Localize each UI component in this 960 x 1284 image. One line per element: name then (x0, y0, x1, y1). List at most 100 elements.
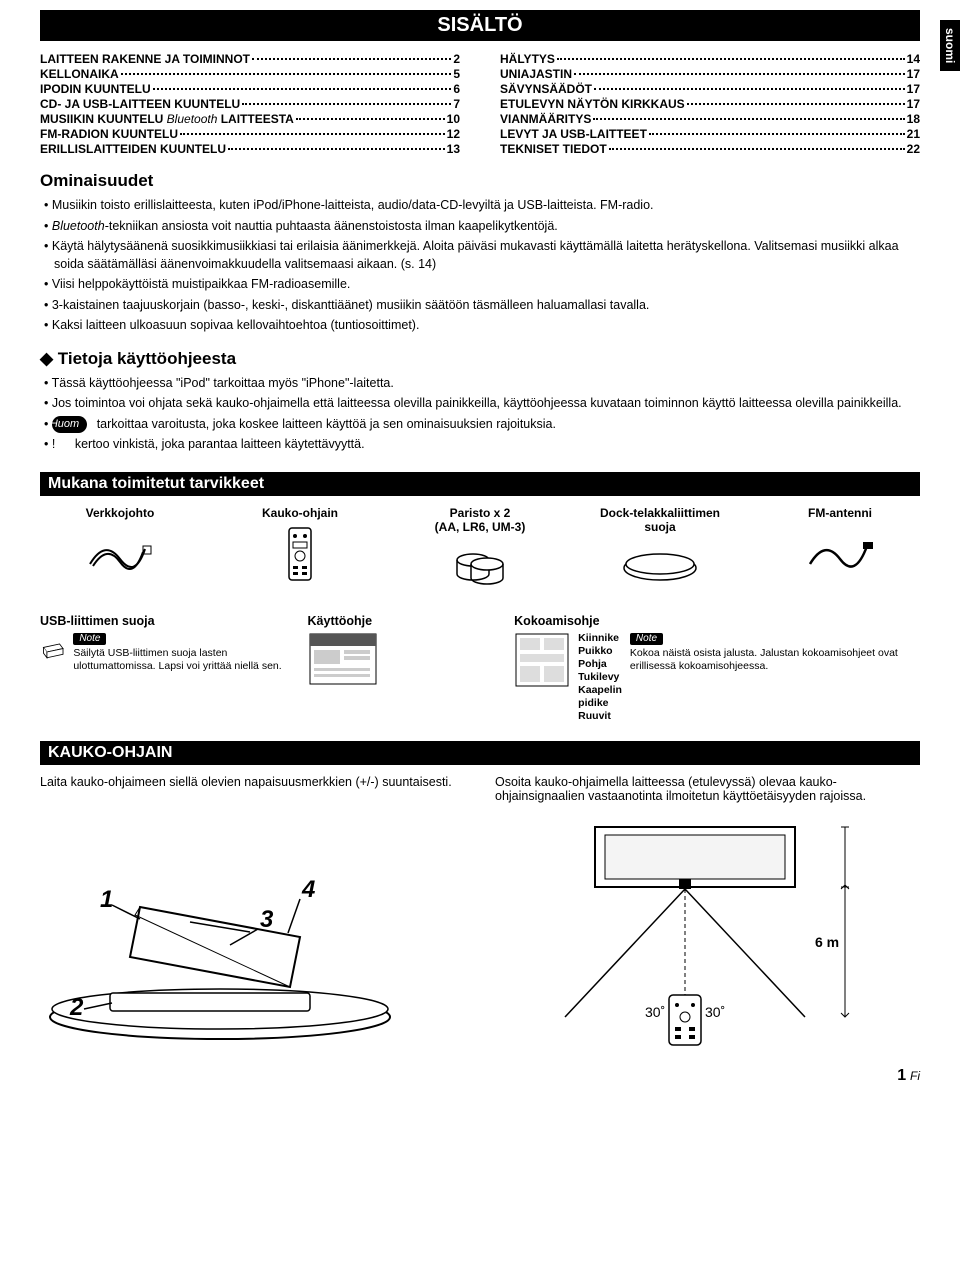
toc-page: 6 (453, 82, 460, 96)
toc-page: 17 (907, 97, 920, 111)
callout-3: 3 (260, 906, 274, 933)
toc-label: MUSIIKIN KUUNTELU Bluetooth LAITTEESTA (40, 112, 294, 126)
acc-dock-cover: Dock-telakkaliittimen suoja (580, 506, 740, 596)
toc-dots (153, 88, 452, 90)
toc-label: IPODIN KUUNTELU (40, 82, 151, 96)
toc-page: 17 (907, 67, 920, 81)
features-heading: Ominaisuudet (40, 171, 920, 191)
huom-text: tarkoittaa varoitusta, joka koskee laitt… (97, 417, 556, 431)
acc-label: USB-liittimen suoja (40, 614, 284, 628)
acc-label: Verkkojohto (40, 506, 200, 520)
huom-badge: Huom (52, 416, 87, 433)
assembly-parts-list: Kiinnike Puikko Pohja Tukilevy Kaapelin … (578, 632, 622, 724)
toc-label: FM-RADION KUUNTELU (40, 127, 178, 141)
angle-left-label: 30˚ (645, 1004, 665, 1020)
remote-icon (220, 526, 380, 582)
toc-label: TEKNISET TIEDOT (500, 142, 607, 156)
toc-entry: MUSIIKIN KUUNTELU Bluetooth LAITTEESTA 10 (40, 112, 460, 126)
feature-item: Kaksi laitteen ulkoasuun sopivaa kellova… (54, 317, 920, 335)
toc-dots (180, 133, 445, 135)
toc-entry: SÄVYNSÄÄDÖT 17 (500, 82, 920, 96)
toc-dots (594, 88, 905, 90)
power-cord-icon (40, 526, 200, 582)
toc-dots (228, 148, 445, 150)
about-item: Jos toimintoa voi ohjata sekä kauko-ohja… (54, 395, 920, 413)
toc-dots (121, 73, 452, 75)
toc-entry: LEVYT JA USB-LAITTEET 21 (500, 127, 920, 141)
distance-label: 6 m (815, 934, 839, 950)
toc-label: SÄVYNSÄÄDÖT (500, 82, 592, 96)
about-item-huom: Huom tarkoittaa varoitusta, joka koskee … (54, 416, 920, 434)
toc-dots (252, 58, 451, 60)
page-title-bar: SISÄLTÖ (40, 10, 920, 41)
acc-battery: Paristo x 2 (AA, LR6, UM-3) (400, 506, 560, 596)
toc-dots (557, 58, 905, 60)
toc-label: KELLONAIKA (40, 67, 119, 81)
manual-icon (308, 632, 378, 686)
tip-prefix: ! (52, 437, 55, 451)
acc-label: Käyttöohje (308, 614, 491, 628)
toc-page: 21 (907, 127, 920, 141)
toc-entry: CD- JA USB-LAITTEEN KUUNTELU 7 (40, 97, 460, 111)
acc-label: FM-antenni (760, 506, 920, 520)
toc-label: CD- JA USB-LAITTEEN KUUNTELU (40, 97, 240, 111)
toc-entry: FM-RADION KUUNTELU 12 (40, 127, 460, 141)
toc-page: 18 (907, 112, 920, 126)
toc-dots (687, 103, 905, 105)
acc-remote: Kauko-ohjain (220, 506, 380, 596)
toc-page: 17 (907, 82, 920, 96)
acc-label: Kokoamisohje (514, 614, 920, 628)
feature-item: Käytä hälytysäänenä suosikkimusiikkiasi … (54, 238, 920, 273)
feature-item: Musiikin toisto erillislaitteesta, kuten… (54, 197, 920, 215)
toc-page: 22 (907, 142, 920, 156)
toc-page: 2 (453, 52, 460, 66)
remote-instructions: Laita kauko-ohjaimeen siellä olevien nap… (40, 775, 920, 803)
toc-label: ETULEVYN NÄYTÖN KIRKKAUS (500, 97, 685, 111)
acc-manual: Käyttöohje (308, 614, 491, 686)
tip-text: kertoo vinkistä, joka parantaa laitteen … (75, 437, 365, 451)
about-list: Tässä käyttöohjeessa "iPod" tarkoittaa m… (40, 375, 920, 454)
page-footer: 1 Fi (40, 1067, 920, 1085)
page-lang: Fi (910, 1069, 920, 1083)
remote-diagrams: 1 2 3 4 (40, 817, 920, 1047)
remote-battery-text: Laita kauko-ohjaimeen siellä olevien nap… (40, 775, 465, 803)
accessories-row: Verkkojohto Kauko-ohjain Paristo x 2 (AA… (40, 506, 920, 596)
toc-label: ERILLISLAITTEIDEN KUUNTELU (40, 142, 226, 156)
toc-entry: KELLONAIKA 5 (40, 67, 460, 81)
acc-label: Kauko-ohjain (220, 506, 380, 520)
table-of-contents: LAITTEEN RAKENNE JA TOIMINNOT2KELLONAIKA… (40, 51, 920, 157)
toc-page: 5 (453, 67, 460, 81)
note-badge: Note (73, 633, 106, 646)
angle-right-label: 30˚ (705, 1004, 725, 1020)
toc-label: LEVYT JA USB-LAITTEET (500, 127, 647, 141)
acc-power-cord: Verkkojohto (40, 506, 200, 596)
acc-fm-antenna: FM-antenni (760, 506, 920, 596)
remote-aim-text: Osoita kauko-ohjaimella laitteessa (etul… (495, 775, 920, 803)
usb-note-text: Säilytä USB-liittimen suoja lasten ulott… (73, 647, 283, 673)
acc-assembly: Kokoamisohje Kiinnike Puikko Pohja Tukil… (514, 614, 920, 724)
toc-label: VIANMÄÄRITYS (500, 112, 591, 126)
assembly-note-text: Kokoa näistä osista jalusta. Jalustan ko… (630, 647, 920, 673)
dock-cover-icon (580, 540, 740, 596)
acc-usb-cover: USB-liittimen suoja Note Säilytä USB-lii… (40, 614, 284, 674)
toc-entry: ERILLISLAITTEIDEN KUUNTELU 13 (40, 142, 460, 156)
toc-page: 12 (447, 127, 460, 141)
toc-dots (296, 118, 445, 120)
toc-entry: ETULEVYN NÄYTÖN KIRKKAUS 17 (500, 97, 920, 111)
about-item-tip: ! kertoo vinkistä, joka parantaa laittee… (54, 436, 920, 454)
toc-entry: VIANMÄÄRITYS 18 (500, 112, 920, 126)
note-badge: Note (630, 633, 663, 646)
features-list: Musiikin toisto erillislaitteesta, kuten… (40, 197, 920, 335)
toc-page: 13 (447, 142, 460, 156)
callout-2: 2 (69, 994, 84, 1021)
acc-label: Paristo x 2 (AA, LR6, UM-3) (400, 506, 560, 534)
toc-dots (609, 148, 905, 150)
accessories-bar: Mukana toimitetut tarvikkeet (40, 472, 920, 496)
battery-insert-diagram: 1 2 3 4 (40, 867, 465, 1047)
language-tab: suomi (940, 20, 960, 71)
toc-page: 7 (453, 97, 460, 111)
toc-dots (242, 103, 451, 105)
remote-section-bar: KAUKO-OHJAIN (40, 741, 920, 765)
fm-antenna-icon (760, 526, 920, 582)
toc-page: 10 (447, 112, 460, 126)
